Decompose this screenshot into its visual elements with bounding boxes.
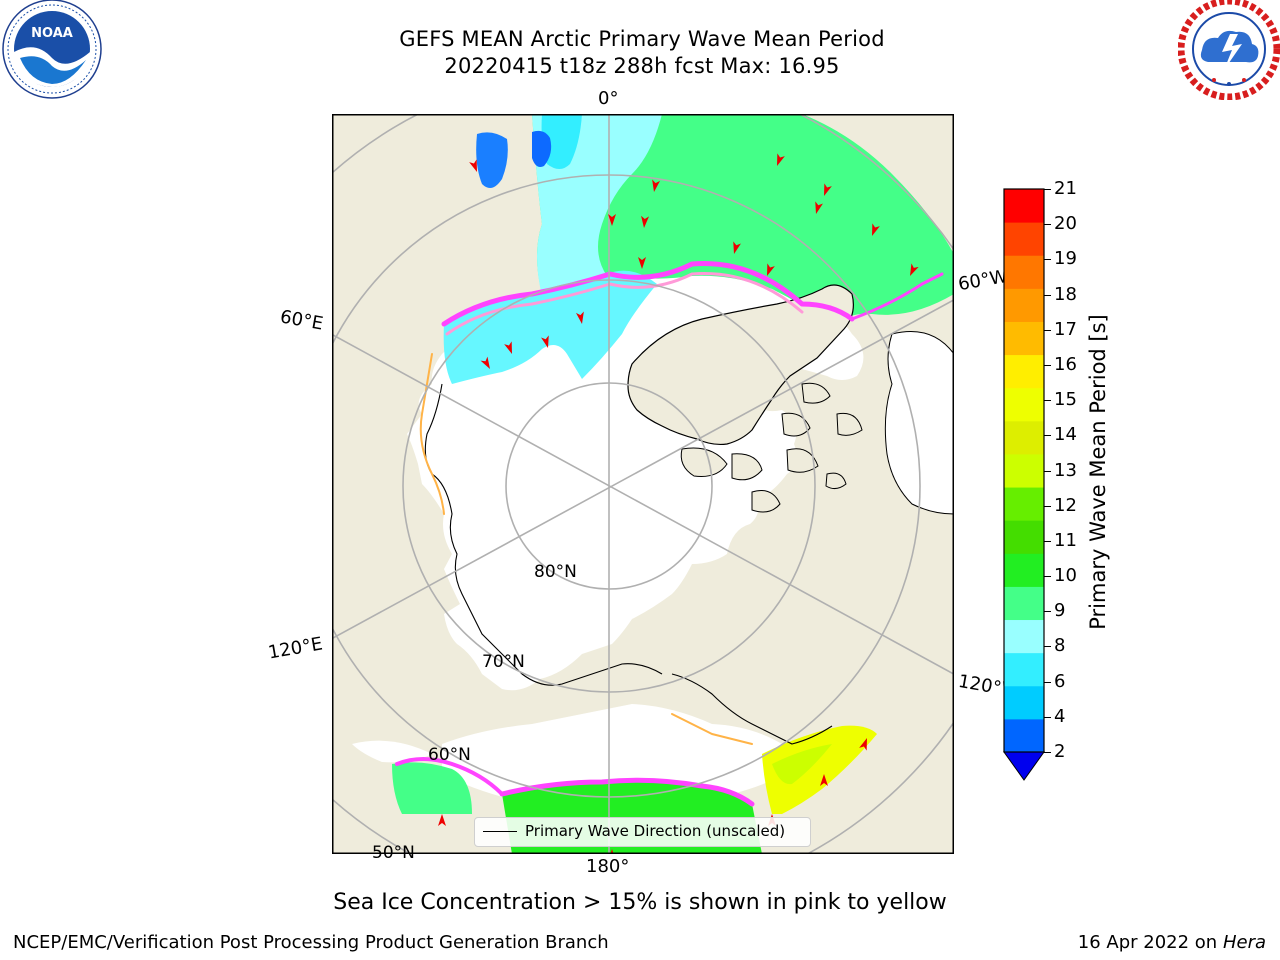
colorbar-tick-label: 4 [1054,705,1066,727]
colorbar-cell [1004,586,1044,621]
colorbar-tick-mark [1044,611,1051,613]
colorbar-tick-mark [1044,505,1051,507]
colorbar-tick-label: 18 [1054,283,1077,305]
colorbar-cell [1004,652,1044,687]
colorbar-tick-label: 13 [1054,459,1077,481]
colorbar-tick-mark [1044,470,1051,472]
colorbar-tick-label: 12 [1054,494,1077,516]
colorbar-cell [1004,321,1044,356]
colorbar-cell [1004,288,1044,322]
lat-label-70: 70°N [482,652,525,672]
colorbar-tick-label: 6 [1054,670,1066,692]
colorbar-tick-mark [1044,435,1051,437]
lat-label-80: 80°N [534,562,577,582]
colorbar-extend-triangle [1003,751,1045,781]
colorbar-tick-mark [1044,189,1051,190]
colorbar-tick-label: 10 [1054,565,1077,587]
colorbar-tick-mark [1044,540,1051,542]
colorbar-cell [1004,222,1044,256]
pacific-yellow [762,725,877,814]
footer-date: 16 Apr 2022 on Hera [1078,932,1266,953]
colorbar-tick-mark [1044,752,1051,753]
colorbar-tick-label: 8 [1054,635,1066,657]
nws-logo [1178,0,1280,100]
gulf-bothnia-blue [532,130,552,167]
footer-date-text: 16 Apr 2022 on [1077,932,1223,953]
colorbar-tick-label: 20 [1054,213,1077,235]
colorbar-tick-mark [1044,364,1051,366]
meridian-120e-60w [332,298,954,640]
colorbar-tick-mark [1044,576,1051,578]
legend-label: Primary Wave Direction (unscaled) [525,822,786,840]
colorbar-tick-label: 21 [1054,178,1077,199]
lon-label-0: 0° [598,88,619,109]
legend-line-swatch [483,831,517,832]
colorbar-cell [1004,520,1044,554]
baltic-blue [476,132,508,188]
colorbar-tick-label: 9 [1054,600,1066,622]
colorbar-cell [1004,354,1044,389]
colorbar-tick-mark [1044,400,1051,402]
colorbar-cell [1004,255,1044,289]
colorbar-tick-mark [1044,294,1051,296]
graticule [332,114,954,854]
colorbar-cell [1004,553,1044,587]
colorbar-cell [1004,718,1044,753]
colorbar-cell [1004,420,1044,455]
alaska-coast [671,673,833,745]
barents-sea-cyan [443,270,657,384]
polar-map [332,114,954,854]
caption: Sea Ice Concentration > 15% is shown in … [333,890,947,915]
colorbar-cell [1004,487,1044,521]
hudson-bay [884,331,954,515]
pacific-yellow-inner [772,744,832,785]
colorbar-tick-mark [1044,224,1051,226]
lon-label-180: 180° [586,856,630,877]
colorbar-tick-label: 14 [1054,424,1077,446]
colorbar-cells [1004,189,1044,753]
colorbar-tick-mark [1044,259,1051,261]
bering-ice [442,704,802,807]
footer-machine: Hera [1222,932,1266,953]
lon-label-60e: 60°E [278,306,325,335]
greenland [627,284,854,446]
colorbar-tick-mark [1044,646,1051,648]
colorbar [1003,188,1045,781]
colorbar-cell [1004,189,1044,223]
colorbar-tick-label: 19 [1054,248,1077,270]
colorbar-tick-label: 11 [1054,529,1077,551]
svg-text:NOAA: NOAA [31,26,73,41]
canadian-archipelago [680,382,863,513]
footer-credit: NCEP/EMC/Verification Post Processing Pr… [13,932,609,953]
chart-title: GEFS MEAN Arctic Primary Wave Mean Perio… [399,27,885,51]
colorbar-tick-mark [1044,329,1051,331]
noaa-logo: NOAA [2,0,102,99]
chart-subtitle: 20220415 t18z 288h fcst Max: 16.95 [444,54,840,78]
lat-label-50: 50°N [372,843,415,863]
colorbar-tick-label: 15 [1054,389,1077,411]
colorbar-tick-label: 16 [1054,353,1077,375]
lat-label-60: 60°N [428,745,471,765]
colorbar-tick-label: 17 [1054,318,1077,340]
map-border [332,114,954,854]
colorbar-tick-label: 2 [1054,741,1066,762]
colorbar-cell [1004,387,1044,422]
lon-label-120e: 120°E [266,633,325,664]
white-sea-cyan [541,114,582,169]
colorbar-cell [1004,685,1044,720]
colorbar-tick-mark [1044,681,1051,683]
colorbar-cell [1004,619,1044,654]
okhotsk-green [392,762,472,814]
ice-edge-bands [395,261,944,807]
colorbar-cell [1004,453,1044,488]
sea-okhotsk-white [352,740,432,763]
colorbar-label: Primary Wave Mean Period [s] [1086,314,1110,630]
colorbar-tick-mark [1044,716,1051,718]
map-legend: Primary Wave Direction (unscaled) [474,817,811,847]
meridian-60e-120w [332,333,954,676]
